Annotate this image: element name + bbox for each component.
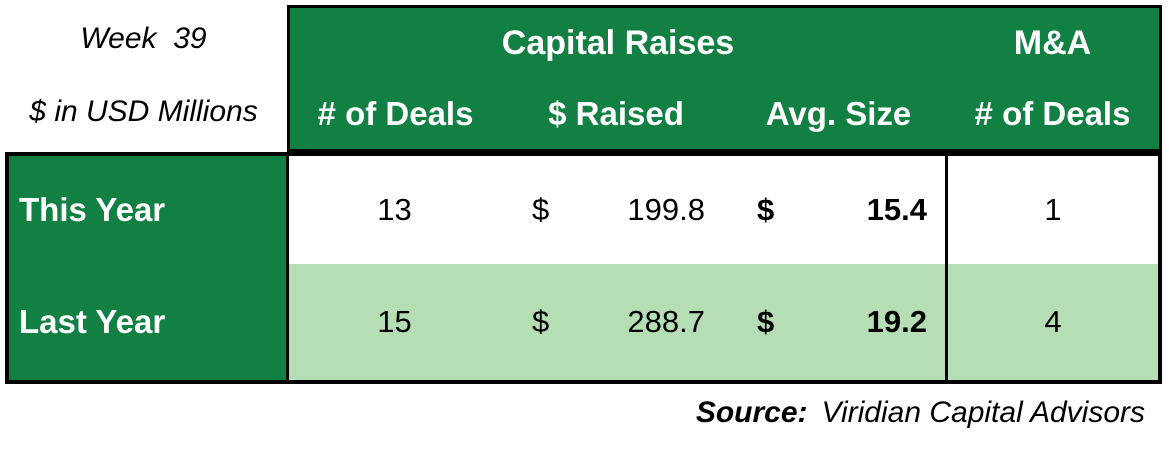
cell-deals: 13: [289, 156, 500, 264]
ma-header: M&A: [1013, 23, 1092, 62]
source-attribution: Source: Viridian Capital Advisors: [696, 396, 1145, 430]
cell-ma-deals: 1: [945, 156, 1158, 264]
cell-raised: $ 288.7: [500, 264, 730, 380]
source-text: Viridian Capital Advisors: [821, 396, 1145, 429]
row-label: This Year: [9, 156, 289, 264]
cell-avg-size: $ 15.4: [730, 156, 945, 264]
raised-value: 199.8: [627, 192, 705, 227]
cell-ma-deals: 4: [945, 264, 1158, 380]
cell-deals: 15: [289, 264, 500, 380]
col-header-deals: # of Deals: [317, 94, 474, 132]
col-header-raised: $ Raised: [548, 94, 684, 132]
cell-avg-size: $ 19.2: [730, 264, 945, 380]
dollar-sign: $: [757, 192, 775, 227]
table-row-this-year: This Year 13 $ 199.8 $ 15.4 1: [9, 156, 1158, 264]
header-group-row: Capital Raises M&A: [290, 8, 1159, 78]
table-header: Capital Raises M&A # of Deals $ Raised A…: [287, 5, 1162, 152]
row-label: Last Year: [9, 264, 289, 380]
col-header-avg-size: Avg. Size: [765, 94, 912, 132]
raised-value: 288.7: [627, 304, 705, 339]
table-body: This Year 13 $ 199.8 $ 15.4 1 Last Year …: [5, 152, 1162, 384]
units-label: $ in USD Millions: [29, 95, 258, 128]
dollar-sign: $: [532, 304, 550, 339]
header-columns-row: # of Deals $ Raised Avg. Size # of Deals: [290, 78, 1159, 149]
table-row-last-year: Last Year 15 $ 288.7 $ 19.2 4: [9, 264, 1158, 380]
avg-size-value: 19.2: [866, 304, 927, 339]
dollar-sign: $: [757, 304, 775, 339]
avg-size-value: 15.4: [866, 192, 927, 227]
source-label: Source:: [695, 396, 808, 429]
col-header-ma-deals: # of Deals: [974, 94, 1131, 132]
cell-raised: $ 199.8: [500, 156, 730, 264]
week-label: Week 39: [80, 22, 207, 55]
dollar-sign: $: [532, 192, 550, 227]
capital-raises-header: Capital Raises: [501, 23, 735, 62]
corner-captions: Week 39 $ in USD Millions: [0, 0, 287, 147]
